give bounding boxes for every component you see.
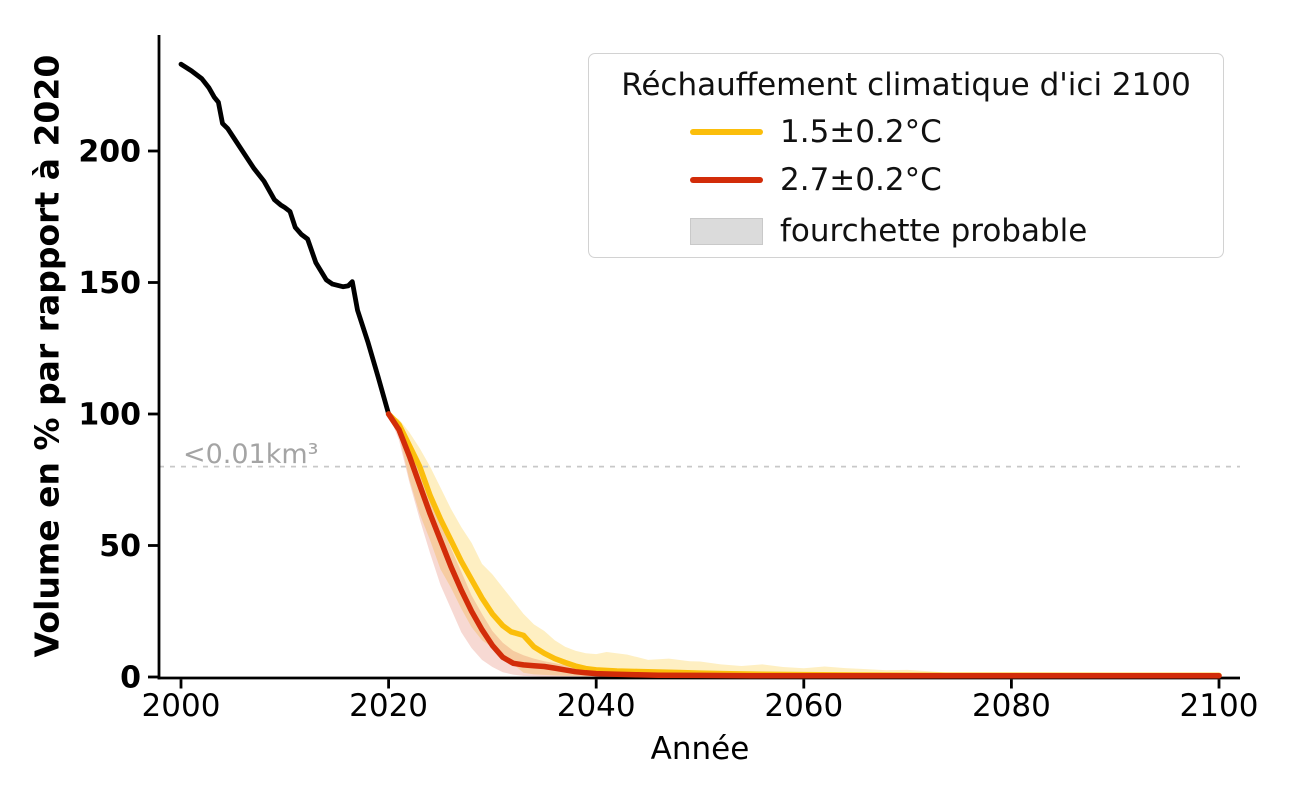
series-projection-2.7C	[385, 411, 1222, 679]
y-axis-label: Volume en % par rapport à 2020	[27, 54, 67, 658]
x-axis-label: Année	[650, 731, 750, 767]
y-tick-label: 150	[78, 266, 141, 301]
series-volume-historique	[178, 61, 391, 417]
y-tick-label: 50	[99, 529, 141, 564]
legend-line-swatch-1p5-icon	[690, 129, 763, 135]
threshold-label: <0.01km³	[183, 439, 319, 470]
legend-item-2p7: 2.7±0.2°C	[690, 162, 942, 198]
legend-title: Réchauffement climatique d'ici 2100	[621, 67, 1191, 103]
y-tick-label: 100	[78, 398, 141, 433]
legend-label-fourchette: fourchette probable	[780, 213, 1088, 249]
legend-patch-swatch-icon	[690, 217, 763, 245]
x-tick-label: 2100	[1180, 688, 1259, 724]
band-fourchette-1.5C	[388, 414, 1220, 677]
y-tick-label: 200	[78, 135, 141, 170]
x-tick-label: 2040	[557, 688, 636, 724]
legend-label-2p7: 2.7±0.2°C	[780, 162, 942, 198]
x-tick-label: 2000	[142, 688, 221, 724]
x-tick-label: 2020	[349, 688, 428, 724]
x-tick-label: 2080	[972, 688, 1051, 724]
legend-label-1p5: 1.5±0.2°C	[780, 114, 942, 150]
legend-item-1p5: 1.5±0.2°C	[690, 114, 942, 150]
legend-line-swatch-2p7-icon	[690, 177, 763, 183]
x-tick-label: 2060	[764, 688, 843, 724]
legend-item-fourchette: fourchette probable	[690, 213, 1088, 249]
legend: Réchauffement climatique d'ici 2100 1.5±…	[588, 53, 1224, 258]
y-tick-label: 0	[120, 661, 141, 696]
